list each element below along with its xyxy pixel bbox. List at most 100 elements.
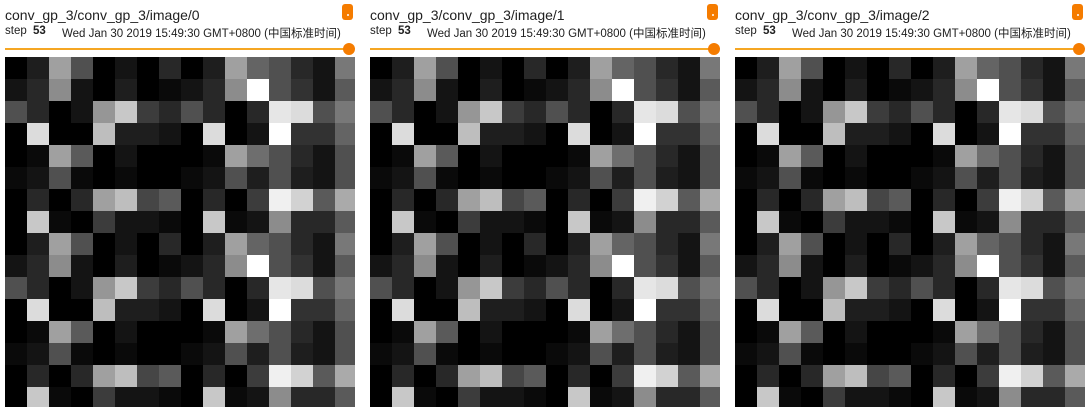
pixel-cell bbox=[49, 211, 71, 233]
pixel-cell bbox=[480, 145, 502, 167]
pixel-cell bbox=[137, 299, 159, 321]
pixel-cell bbox=[269, 343, 291, 365]
pixel-cell bbox=[27, 387, 49, 407]
pixel-cell bbox=[436, 299, 458, 321]
expand-icon[interactable] bbox=[1072, 4, 1083, 20]
pixel-cell bbox=[49, 365, 71, 387]
pixel-cell bbox=[392, 101, 414, 123]
pixel-cell bbox=[458, 365, 480, 387]
slider-thumb[interactable] bbox=[1073, 43, 1085, 55]
pixel-cell bbox=[502, 189, 524, 211]
pixel-cell bbox=[291, 189, 313, 211]
pixel-cell bbox=[5, 277, 27, 299]
pixel-cell bbox=[634, 387, 656, 407]
pixel-cell bbox=[1043, 343, 1065, 365]
pixel-cell bbox=[115, 189, 137, 211]
slider-track[interactable] bbox=[370, 48, 716, 50]
pixel-cell bbox=[225, 277, 247, 299]
pixel-cell bbox=[93, 321, 115, 343]
pixel-cell bbox=[801, 277, 823, 299]
pixel-cell bbox=[1043, 79, 1065, 101]
pixel-cell bbox=[634, 321, 656, 343]
pixel-cell bbox=[735, 167, 757, 189]
pixel-cell bbox=[1065, 365, 1085, 387]
pixel-cell bbox=[823, 101, 845, 123]
pixel-cell bbox=[392, 145, 414, 167]
slider-thumb[interactable] bbox=[343, 43, 355, 55]
pixel-cell bbox=[115, 365, 137, 387]
pixel-cell bbox=[612, 299, 634, 321]
pixel-cell bbox=[27, 211, 49, 233]
pixel-cell bbox=[889, 189, 911, 211]
pixel-cell bbox=[247, 101, 269, 123]
slider-thumb[interactable] bbox=[708, 43, 720, 55]
pixel-cell bbox=[480, 277, 502, 299]
pixel-cell bbox=[524, 123, 546, 145]
pixel-cell bbox=[1043, 123, 1065, 145]
feature-map-image bbox=[370, 57, 720, 407]
pixel-cell bbox=[999, 79, 1021, 101]
expand-icon[interactable] bbox=[707, 4, 718, 20]
pixel-cell bbox=[291, 123, 313, 145]
step-slider[interactable] bbox=[735, 42, 1085, 56]
pixel-cell bbox=[27, 233, 49, 255]
pixel-cell bbox=[546, 123, 568, 145]
pixel-cell bbox=[867, 211, 889, 233]
pixel-cell bbox=[370, 299, 392, 321]
pixel-cell bbox=[999, 321, 1021, 343]
step-timestamp: Wed Jan 30 2019 15:49:30 GMT+0800 (中国标准时… bbox=[792, 28, 1071, 40]
pixel-cell bbox=[933, 233, 955, 255]
pixel-cell bbox=[524, 189, 546, 211]
expand-icon[interactable] bbox=[342, 4, 353, 20]
pixel-cell bbox=[823, 255, 845, 277]
pixel-cell bbox=[269, 211, 291, 233]
pixel-cell bbox=[93, 211, 115, 233]
pixel-cell bbox=[845, 365, 867, 387]
pixel-cell bbox=[27, 343, 49, 365]
step-slider[interactable] bbox=[370, 42, 720, 56]
pixel-cell bbox=[159, 321, 181, 343]
pixel-cell bbox=[911, 299, 933, 321]
pixel-cell bbox=[977, 145, 999, 167]
pixel-cell bbox=[779, 365, 801, 387]
pixel-cell bbox=[137, 321, 159, 343]
pixel-cell bbox=[999, 167, 1021, 189]
slider-track[interactable] bbox=[5, 48, 351, 50]
pixel-cell bbox=[159, 233, 181, 255]
slider-track[interactable] bbox=[735, 48, 1081, 50]
pixel-cell bbox=[203, 387, 225, 407]
pixel-cell bbox=[225, 57, 247, 79]
pixel-cell bbox=[634, 255, 656, 277]
pixel-cell bbox=[823, 365, 845, 387]
pixel-cell bbox=[93, 387, 115, 407]
pixel-cell bbox=[757, 255, 779, 277]
pixel-cell bbox=[801, 233, 823, 255]
pixel-cell bbox=[436, 343, 458, 365]
pixel-cell bbox=[1065, 167, 1085, 189]
pixel-cell bbox=[955, 299, 977, 321]
pixel-cell bbox=[524, 233, 546, 255]
pixel-cell bbox=[955, 277, 977, 299]
pixel-cell bbox=[115, 167, 137, 189]
pixel-cell bbox=[1021, 79, 1043, 101]
pixel-cell bbox=[735, 79, 757, 101]
pixel-cell bbox=[823, 277, 845, 299]
pixel-cell bbox=[656, 299, 678, 321]
pixel-cell bbox=[181, 277, 203, 299]
pixel-cell bbox=[203, 365, 225, 387]
pixel-cell bbox=[568, 233, 590, 255]
pixel-cell bbox=[1021, 123, 1043, 145]
pixel-cell bbox=[370, 233, 392, 255]
step-slider[interactable] bbox=[5, 42, 355, 56]
pixel-cell bbox=[999, 277, 1021, 299]
pixel-cell bbox=[247, 321, 269, 343]
pixel-cell bbox=[49, 167, 71, 189]
pixel-cell bbox=[568, 167, 590, 189]
pixel-cell bbox=[458, 387, 480, 407]
pixel-cell bbox=[911, 321, 933, 343]
pixel-cell bbox=[678, 321, 700, 343]
pixel-cell bbox=[779, 343, 801, 365]
pixel-cell bbox=[678, 145, 700, 167]
pixel-cell bbox=[656, 167, 678, 189]
pixel-cell bbox=[612, 211, 634, 233]
